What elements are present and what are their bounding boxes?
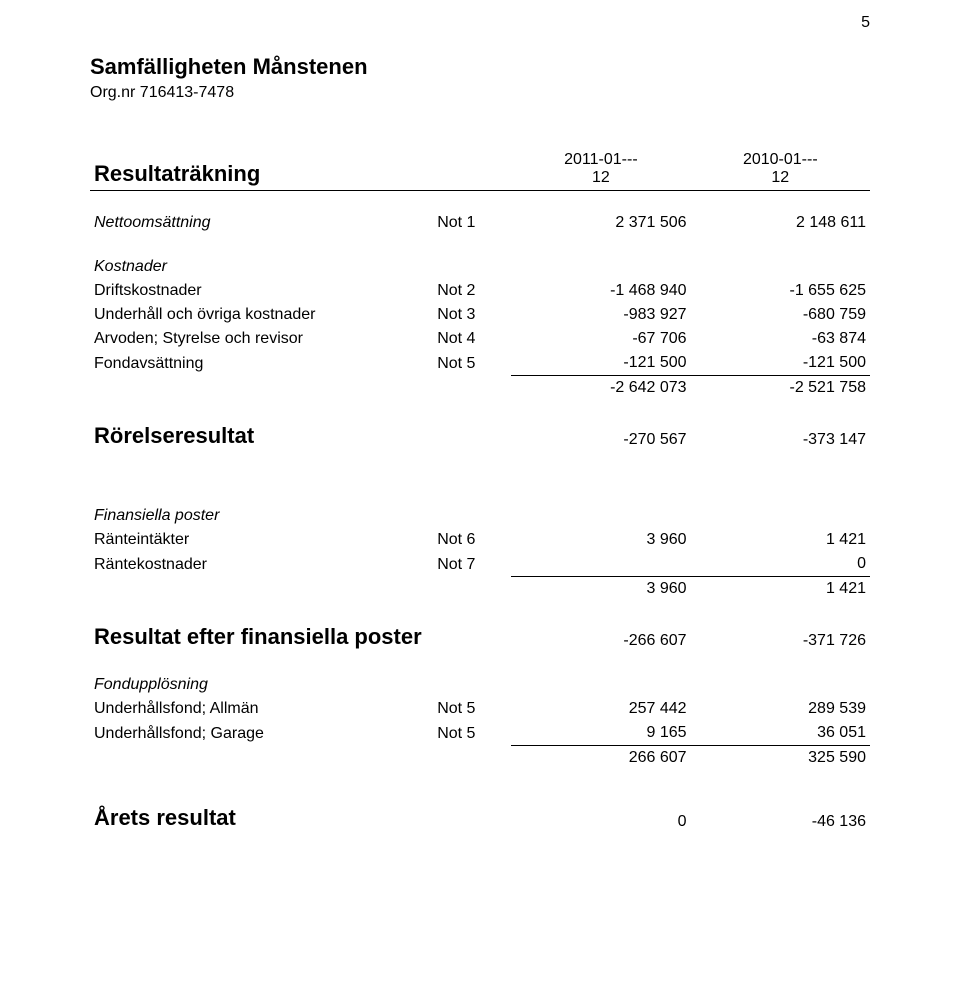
fin-b: 0 xyxy=(691,552,870,577)
cost-a: -983 927 xyxy=(511,303,690,327)
table-row: Underhållsfond; Allmän Not 5 257 442 289… xyxy=(90,697,870,721)
kostnader-sum-b: -2 521 758 xyxy=(691,376,870,401)
arets-b: -46 136 xyxy=(691,802,870,834)
table-row: Underhåll och övriga kostnader Not 3 -98… xyxy=(90,303,870,327)
page-number: 5 xyxy=(861,14,870,32)
table-row: Räntekostnader Not 7 0 xyxy=(90,552,870,577)
fondupp-sum-a: 266 607 xyxy=(511,746,690,771)
rorelse-b: -373 147 xyxy=(691,420,870,452)
table-row: Arvoden; Styrelse och revisor Not 4 -67 … xyxy=(90,327,870,351)
netto-label: Nettoomsättning xyxy=(90,211,433,235)
spacer xyxy=(90,653,870,673)
cost-note: Not 5 xyxy=(433,351,511,376)
header-period-a: 2011-01--- 12 xyxy=(511,148,690,191)
fond-a: 9 165 xyxy=(511,721,690,746)
row-kostnader-title: Kostnader xyxy=(90,255,870,279)
table-row: Fondavsättning Not 5 -121 500 -121 500 xyxy=(90,351,870,376)
fond-a: 257 442 xyxy=(511,697,690,721)
cost-a: -67 706 xyxy=(511,327,690,351)
table-title: Resultaträkning xyxy=(90,148,433,191)
table-row: Ränteintäkter Not 6 3 960 1 421 xyxy=(90,528,870,552)
row-finansiella-title: Finansiella poster xyxy=(90,504,870,528)
header-b-line1: 2010-01--- xyxy=(743,151,818,168)
spacer xyxy=(90,601,870,621)
header-a-line1: 2011-01--- xyxy=(564,151,638,168)
kostnader-title: Kostnader xyxy=(90,255,433,279)
header-a-line2: 12 xyxy=(592,169,610,186)
row-arets-resultat: Årets resultat 0 -46 136 xyxy=(90,802,870,834)
rorelse-a: -270 567 xyxy=(511,420,690,452)
fin-a xyxy=(511,552,690,577)
fond-b: 36 051 xyxy=(691,721,870,746)
netto-a: 2 371 506 xyxy=(511,211,690,235)
rorelse-label: Rörelseresultat xyxy=(90,420,433,452)
cost-a: -1 468 940 xyxy=(511,279,690,303)
netto-note: Not 1 xyxy=(433,211,511,235)
netto-b: 2 148 611 xyxy=(691,211,870,235)
row-fondupp-title: Fondupplösning xyxy=(90,673,870,697)
cost-b: -1 655 625 xyxy=(691,279,870,303)
table-header-row: Resultaträkning 2011-01--- 12 2010-01---… xyxy=(90,148,870,191)
kostnader-sum-a: -2 642 073 xyxy=(511,376,690,401)
row-rorelseresultat: Rörelseresultat -270 567 -373 147 xyxy=(90,420,870,452)
cost-b: -121 500 xyxy=(691,351,870,376)
spacer xyxy=(90,770,870,802)
header-b-line2: 12 xyxy=(771,169,789,186)
arets-label: Årets resultat xyxy=(90,802,433,834)
finansiella-sum-b: 1 421 xyxy=(691,577,870,602)
cost-note: Not 4 xyxy=(433,327,511,351)
fin-note: Not 7 xyxy=(433,552,511,577)
cost-label: Driftskostnader xyxy=(90,279,433,303)
page: 5 Samfälligheten Månstenen Org.nr 716413… xyxy=(0,0,960,990)
fondupp-title: Fondupplösning xyxy=(90,673,433,697)
cost-label: Arvoden; Styrelse och revisor xyxy=(90,327,433,351)
fondupp-sum-b: 325 590 xyxy=(691,746,870,771)
fond-b: 289 539 xyxy=(691,697,870,721)
fond-note: Not 5 xyxy=(433,721,511,746)
resfin-b: -371 726 xyxy=(691,621,870,653)
fin-a: 3 960 xyxy=(511,528,690,552)
spacer xyxy=(90,235,870,255)
income-statement-table: Resultaträkning 2011-01--- 12 2010-01---… xyxy=(90,148,870,834)
row-netto: Nettoomsättning Not 1 2 371 506 2 148 61… xyxy=(90,211,870,235)
fin-b: 1 421 xyxy=(691,528,870,552)
resfin-label: Resultat efter finansiella poster xyxy=(90,621,511,653)
spacer xyxy=(90,452,870,484)
row-resultat-finansiella: Resultat efter finansiella poster -266 6… xyxy=(90,621,870,653)
spacer xyxy=(90,484,870,504)
fin-label: Ränteintäkter xyxy=(90,528,433,552)
spacer xyxy=(90,191,870,212)
row-kostnader-sum: -2 642 073 -2 521 758 xyxy=(90,376,870,401)
cost-label: Fondavsättning xyxy=(90,351,433,376)
row-fondupp-sum: 266 607 325 590 xyxy=(90,746,870,771)
cost-note: Not 2 xyxy=(433,279,511,303)
org-name: Samfälligheten Månstenen xyxy=(90,54,870,80)
fin-note: Not 6 xyxy=(433,528,511,552)
table-row: Driftskostnader Not 2 -1 468 940 -1 655 … xyxy=(90,279,870,303)
row-finansiella-sum: 3 960 1 421 xyxy=(90,577,870,602)
org-number: Org.nr 716413-7478 xyxy=(90,84,870,102)
finansiella-title: Finansiella poster xyxy=(90,504,433,528)
fond-note: Not 5 xyxy=(433,697,511,721)
table-row: Underhållsfond; Garage Not 5 9 165 36 05… xyxy=(90,721,870,746)
finansiella-sum-a: 3 960 xyxy=(511,577,690,602)
cost-note: Not 3 xyxy=(433,303,511,327)
cost-label: Underhåll och övriga kostnader xyxy=(90,303,433,327)
header-period-b: 2010-01--- 12 xyxy=(691,148,870,191)
fond-label: Underhållsfond; Allmän xyxy=(90,697,433,721)
cost-a: -121 500 xyxy=(511,351,690,376)
cost-b: -680 759 xyxy=(691,303,870,327)
fin-label: Räntekostnader xyxy=(90,552,433,577)
cost-b: -63 874 xyxy=(691,327,870,351)
spacer xyxy=(90,400,870,420)
fond-label: Underhållsfond; Garage xyxy=(90,721,433,746)
header-note-blank xyxy=(433,148,511,191)
resfin-a: -266 607 xyxy=(511,621,690,653)
arets-a: 0 xyxy=(511,802,690,834)
